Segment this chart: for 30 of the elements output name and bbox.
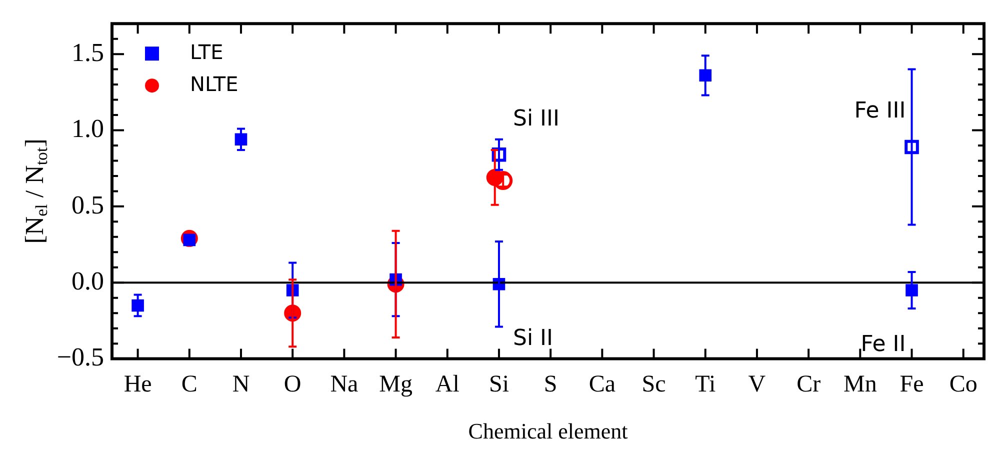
x-tick-label: Cr <box>796 371 821 398</box>
x-tick-label: O <box>284 371 302 398</box>
annotation: Fe III <box>854 98 906 124</box>
legend-label: LTE <box>190 40 224 64</box>
x-tick-label: Co <box>949 371 978 398</box>
annotation: Si II <box>512 326 554 351</box>
x-axis-title: Chemical element <box>468 418 628 444</box>
annotation: Si III <box>512 106 560 132</box>
y-tick-label: 0.0 <box>72 266 104 296</box>
legend-label: NLTE <box>190 72 238 96</box>
x-tick-label: Sc <box>642 371 666 398</box>
y-axis-title: [Nel / Ntot] <box>20 138 51 244</box>
x-tick-label: He <box>124 371 152 398</box>
x-tick-label: Ti <box>695 371 716 398</box>
x-tick-label: Mn <box>843 371 877 398</box>
x-tick-label: Mg <box>379 371 412 398</box>
x-tick-label: Si <box>488 371 510 398</box>
x-tick-label: V <box>748 371 766 398</box>
x-tick-label: Al <box>435 371 460 398</box>
y-tick-label: 1.0 <box>72 114 104 144</box>
x-tick-label: S <box>544 371 558 398</box>
y-tick-label: 0.5 <box>72 190 104 220</box>
x-tick-label: Fe <box>900 371 924 398</box>
x-tick-label: Ca <box>588 371 616 398</box>
x-tick-label: Na <box>330 371 359 398</box>
annotation: Fe II <box>860 332 906 357</box>
x-tick-label: N <box>232 371 250 398</box>
x-tick-label: C <box>181 371 198 398</box>
y-tick-label: 1.5 <box>72 38 104 67</box>
y-tick-label: −0.5 <box>56 342 104 372</box>
